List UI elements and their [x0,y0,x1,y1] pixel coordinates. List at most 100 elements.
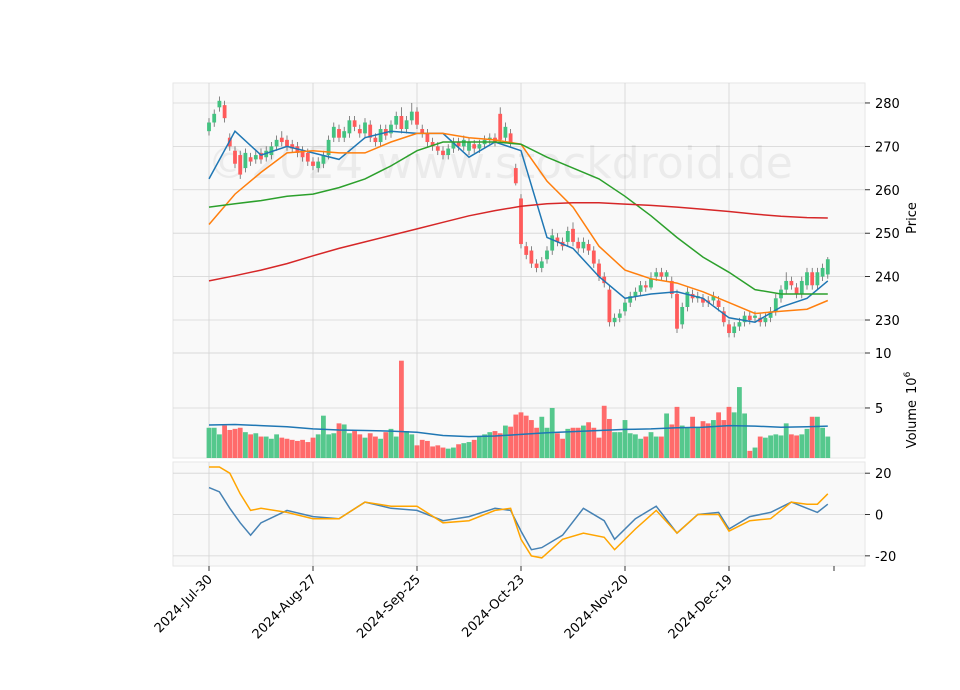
volume-bar [529,420,534,458]
volume-bar [284,438,290,458]
volume-bar [617,432,623,458]
volume-bar [659,436,664,458]
volume-bar [315,434,321,458]
candle-body [825,259,830,275]
candle-body [456,142,461,147]
volume-bar [289,439,295,458]
volume-bar [253,433,259,458]
panel-background [172,82,866,354]
volume-bar [627,433,633,458]
candle-body [623,302,627,312]
y-axis-exponent: 6 [903,371,913,377]
candle-body [467,142,471,151]
volume-bar [300,439,305,458]
volume-bar [622,420,628,458]
volume-bar [388,428,394,458]
volume-bar [695,427,701,458]
candle-body [259,152,263,160]
candle-body [394,115,399,125]
volume-bar [674,406,680,458]
volume-bar [669,424,675,458]
candle-body [513,168,518,184]
candle-body [425,133,430,143]
candle-body [441,150,445,156]
volume-bar [518,412,524,458]
volume-bar [471,439,477,458]
candle-body [503,126,508,138]
volume-bar [217,434,222,458]
volume-bar [404,431,409,458]
candle-body [768,311,773,318]
volume-bar [711,420,716,458]
y-tick-label: 280 [875,97,900,112]
x-tick-label: 2024-Sep-25 [354,572,424,642]
candle-body [581,241,586,249]
volume-bar [440,447,446,458]
candle-body [649,278,653,288]
candle-body [217,100,222,108]
volume-bar [456,444,461,458]
volume-bar [742,413,747,458]
volume-bar [243,432,248,458]
y-tick-label: 5 [875,402,883,417]
candle-body [430,142,435,147]
y-tick-label: 240 [875,271,900,286]
volume-bar [705,423,711,458]
volume-bar [248,434,253,458]
x-tick-label: 2024-Dec-19 [666,572,736,642]
y-axis-label-text: Volume [905,400,920,448]
y-axis-label: Price [905,202,920,234]
candle-body [399,115,404,130]
panel-background [172,461,866,567]
candle-body [415,111,419,125]
volume-bar [399,360,404,458]
volume-bar [539,416,545,458]
volume-bar [643,436,649,458]
volume-bar [321,415,326,458]
volume-bar [575,427,581,458]
candle-body [711,296,716,301]
candle-body [680,306,685,325]
candle-body [342,131,347,138]
candle-body [550,235,555,251]
candle-body [716,300,721,307]
candle-body [347,120,352,134]
volume-bar [601,405,607,458]
volume-bar [809,416,815,458]
candle-body [446,148,451,156]
candle-body [685,291,690,307]
series-line [208,423,828,438]
candle-body [633,291,638,297]
candle-body [737,322,742,327]
volume-bar [648,432,654,458]
volume-bar [269,438,274,458]
volume-bar [378,438,383,458]
candle-body [274,139,279,147]
candle-body [337,129,341,138]
candle-body [331,126,336,138]
volume-bar [653,436,659,458]
volume-bar [804,428,810,458]
candle-body [420,129,425,134]
volume-bar [721,420,727,458]
volume-bar [825,436,831,458]
candle-body [435,146,440,151]
candle-body [820,267,825,277]
volume-bar [357,434,363,458]
volume-bar [612,432,617,458]
candle-body [534,263,539,268]
volume-bar [726,406,732,458]
candle-body [773,298,778,312]
volume-bar [560,438,565,458]
volume-bar [326,434,331,458]
volume-bar [731,412,737,458]
volume-bar [716,412,721,458]
volume-bar [638,438,643,458]
candle-body [212,113,217,123]
volume-bar [305,442,311,458]
volume-bar [523,415,529,458]
candle-body [378,129,383,143]
volume-bar [778,435,784,458]
volume-bar [477,436,482,458]
y-tick-label: 20 [875,467,892,482]
